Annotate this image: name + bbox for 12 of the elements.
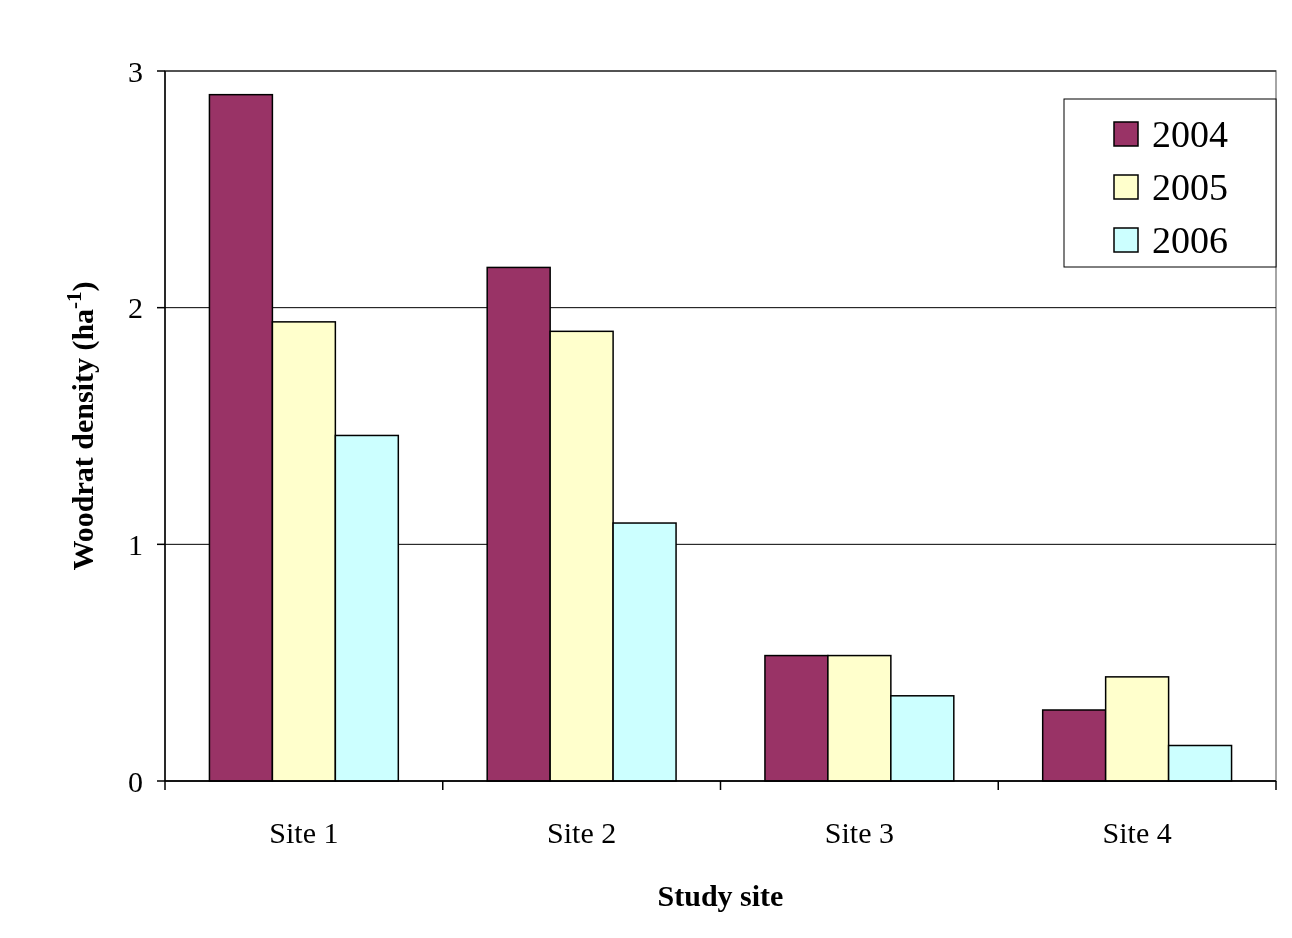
- x-tick-label: Site 2: [547, 816, 617, 849]
- legend-label: 2005: [1152, 166, 1228, 209]
- y-tick-label: 1: [128, 527, 143, 561]
- x-tick-label: Site 1: [269, 816, 339, 849]
- x-tick-label: Site 3: [824, 816, 894, 849]
- y-tick-label: 3: [128, 54, 143, 88]
- legend-label: 2006: [1152, 219, 1228, 262]
- y-tick-label: 2: [128, 291, 143, 325]
- legend-label: 2004: [1152, 113, 1228, 156]
- y-tick-label: 0: [128, 764, 143, 798]
- x-tick-label: Site 4: [1102, 816, 1172, 849]
- x-axis-title: Study site: [657, 879, 784, 912]
